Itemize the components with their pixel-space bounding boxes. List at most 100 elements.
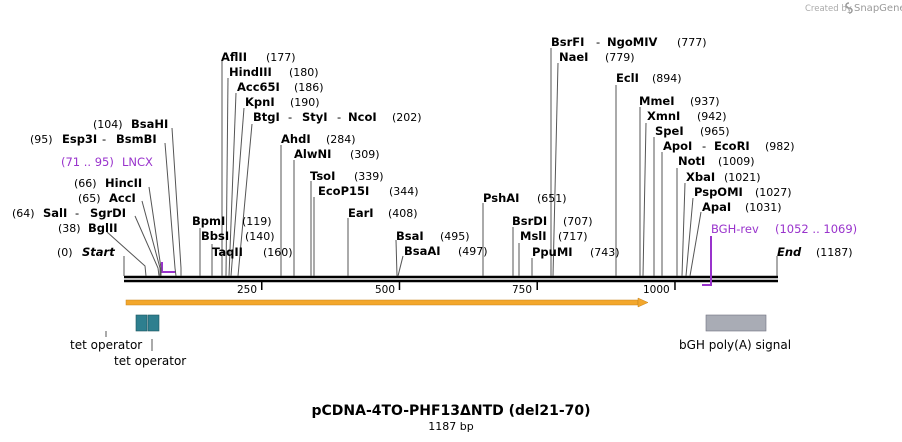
enzyme-name[interactable]: EcoP15I xyxy=(318,184,369,198)
enzyme-name[interactable]: ApaI xyxy=(702,200,731,214)
site-bpmi[interactable]: BpmI (119) xyxy=(192,214,272,228)
start-label: Start xyxy=(82,245,115,259)
site-aflii[interactable]: AflII (177) xyxy=(221,50,296,64)
orf-body[interactable] xyxy=(125,299,639,306)
enzyme-name[interactable]: PspOMI xyxy=(694,185,743,199)
enzyme-name[interactable]: AhdI xyxy=(281,132,311,146)
site-ppumi[interactable]: PpuMI (743) xyxy=(532,245,620,259)
site-bsrdi[interactable]: BsrDI (707) xyxy=(512,214,593,228)
enzyme-name[interactable]: BsmBI xyxy=(116,132,157,146)
site-hincii[interactable]: (66) HincII xyxy=(74,176,142,190)
site-ecli[interactable]: EclI (894) xyxy=(616,71,682,85)
tet-operator-box-2[interactable] xyxy=(147,314,160,332)
lncx-primer-label[interactable]: LNCX xyxy=(122,155,153,169)
site-bglii[interactable]: (38) BglII xyxy=(58,221,118,235)
enzyme-name[interactable]: SgrDI xyxy=(90,206,126,220)
site-mmei[interactable]: MmeI (937) xyxy=(639,94,720,108)
site-kpni[interactable]: KpnI (190) xyxy=(245,95,320,109)
site-position: (777) xyxy=(677,36,707,49)
svg-text:-: - xyxy=(596,35,600,49)
enzyme-name[interactable]: MmeI xyxy=(639,94,675,108)
enzyme-name[interactable]: EarI xyxy=(348,206,374,220)
enzyme-name[interactable]: PpuMI xyxy=(532,245,573,259)
orf-arrow[interactable] xyxy=(125,297,649,308)
site-esp3i[interactable]: (95) Esp3I - BsmBI xyxy=(30,132,157,146)
enzyme-name[interactable]: TsoI xyxy=(310,169,335,183)
enzyme-name[interactable]: HincII xyxy=(105,176,142,190)
enzyme-name[interactable]: AccI xyxy=(109,191,136,205)
site-apai[interactable]: ApaI (1031) xyxy=(702,200,782,214)
enzyme-name[interactable]: ApoI xyxy=(663,139,692,153)
enzyme-name[interactable]: SalI xyxy=(43,206,67,220)
tet-operator-box-1[interactable] xyxy=(135,314,148,332)
enzyme-name[interactable]: AflII xyxy=(221,50,247,64)
enzyme-name[interactable]: HindIII xyxy=(229,65,272,79)
site-pshai[interactable]: PshAI (651) xyxy=(483,191,567,205)
enzyme-name[interactable]: NotI xyxy=(678,154,705,168)
enzyme-name[interactable]: BsrFI xyxy=(551,35,584,49)
enzyme-name[interactable]: EcoRI xyxy=(714,139,750,153)
enzyme-name[interactable]: AlwNI xyxy=(294,147,331,161)
bgh-rev-primer-label[interactable]: BGH-rev xyxy=(711,222,759,236)
svg-text:-: - xyxy=(288,110,292,124)
enzyme-name[interactable]: NgoMIV xyxy=(607,35,657,49)
site-noti[interactable]: NotI (1009) xyxy=(678,154,755,168)
enzyme-name[interactable]: Acc65I xyxy=(237,80,280,94)
enzyme-name[interactable]: XmnI xyxy=(647,109,680,123)
site-position: (190) xyxy=(290,96,320,109)
enzyme-name[interactable]: SpeI xyxy=(655,124,684,138)
orf-arrowhead[interactable] xyxy=(637,297,649,308)
site-hindiii[interactable]: HindIII (180) xyxy=(229,65,319,79)
enzyme-name[interactable]: Esp3I xyxy=(62,132,97,146)
enzyme-name[interactable]: NcoI xyxy=(348,110,377,124)
enzyme-name[interactable]: BglII xyxy=(88,221,118,235)
plasmid-length: 1187 bp xyxy=(428,420,473,433)
enzyme-name[interactable]: BpmI xyxy=(192,214,225,228)
site-apoi[interactable]: ApoI - EcoRI (982) xyxy=(663,139,795,153)
bgh-rev-primer-arrow[interactable] xyxy=(702,236,712,286)
site-sali[interactable]: (64) SalI - SgrDI xyxy=(12,206,126,220)
site-ecop15i[interactable]: EcoP15I (344) xyxy=(318,184,419,198)
site-tsoi[interactable]: TsoI (339) xyxy=(310,169,384,183)
enzyme-name[interactable]: BsaHI xyxy=(131,117,168,131)
enzyme-name[interactable]: BsaAI xyxy=(404,244,441,258)
enzyme-name[interactable]: EclI xyxy=(616,71,639,85)
site-bsaai[interactable]: BsaAI (497) xyxy=(404,244,488,258)
enzyme-name[interactable]: PshAI xyxy=(483,191,519,205)
enzyme-name[interactable]: NaeI xyxy=(559,50,588,64)
site-pspomi[interactable]: PspOMI (1027) xyxy=(694,185,792,199)
site-msli[interactable]: MslI (717) xyxy=(520,229,588,243)
site-position: (651) xyxy=(537,192,567,205)
site-acc65i[interactable]: Acc65I (186) xyxy=(237,80,324,94)
site-bbsi[interactable]: BbsI (140) xyxy=(201,229,275,243)
site-taqii[interactable]: TaqII (160) xyxy=(212,245,293,259)
site-bsrfi[interactable]: BsrFI - NgoMIV (777) xyxy=(551,35,707,49)
site-eari[interactable]: EarI (408) xyxy=(348,206,418,220)
lncx-primer-arrow[interactable] xyxy=(161,262,176,273)
enzyme-name[interactable]: StyI xyxy=(302,110,328,124)
enzyme-name[interactable]: BsaI xyxy=(396,229,424,243)
site-spei[interactable]: SpeI (965) xyxy=(655,124,730,138)
site-bsai[interactable]: BsaI (495) xyxy=(396,229,470,243)
site-position: (1027) xyxy=(755,186,792,199)
site-position: (495) xyxy=(440,230,470,243)
bgh-polya-box[interactable] xyxy=(705,314,767,332)
enzyme-name[interactable]: BtgI xyxy=(253,110,280,124)
enzyme-name[interactable]: BbsI xyxy=(201,229,229,243)
site-xmni[interactable]: XmnI (942) xyxy=(647,109,727,123)
site-alwni[interactable]: AlwNI (309) xyxy=(294,147,380,161)
enzyme-name[interactable]: TaqII xyxy=(212,245,243,259)
created-by-text: Created by xyxy=(805,4,852,14)
enzyme-name[interactable]: KpnI xyxy=(245,95,275,109)
enzyme-name[interactable]: BsrDI xyxy=(512,214,547,228)
site-acci[interactable]: (65) AccI xyxy=(78,191,136,205)
site-bsahi[interactable]: (104) BsaHI xyxy=(93,117,168,131)
site-naei[interactable]: NaeI (779) xyxy=(559,50,635,64)
site-position: (743) xyxy=(590,246,620,259)
enzyme-name[interactable]: XbaI xyxy=(686,170,715,184)
site-ahdi[interactable]: AhdI (284) xyxy=(281,132,356,146)
site-btgi[interactable]: BtgI - StyI - NcoI (202) xyxy=(253,110,422,124)
enzyme-name[interactable]: MslI xyxy=(520,229,547,243)
site-xbai[interactable]: XbaI (1021) xyxy=(686,170,761,184)
